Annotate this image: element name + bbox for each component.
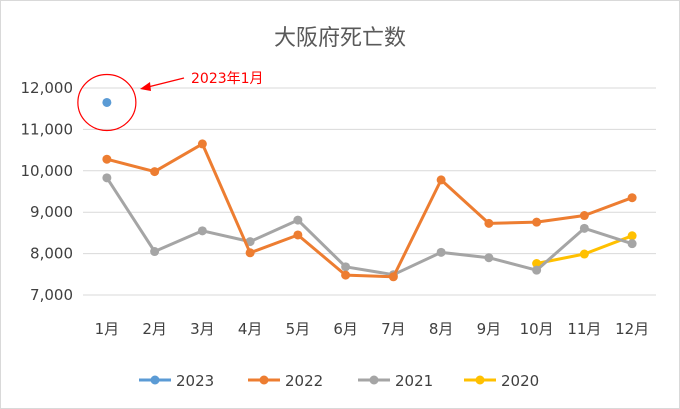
data-point (627, 193, 637, 203)
data-point (436, 247, 446, 257)
y-tick-label: 11,000 (21, 120, 74, 138)
x-tick-label: 10月 (520, 320, 554, 338)
series-2021 (102, 173, 637, 280)
x-tick-label: 3月 (190, 320, 215, 338)
x-tick-label: 5月 (286, 320, 311, 338)
series-group (102, 97, 637, 282)
legend-marker (150, 375, 160, 385)
annotation-arrowhead (140, 82, 151, 91)
legend-marker (369, 375, 379, 385)
x-tick-label: 2月 (142, 320, 167, 338)
chart-title: 大阪府死亡数 (274, 26, 406, 51)
y-tick-label: 12,000 (21, 79, 74, 97)
legend-label: 2023 (176, 372, 214, 390)
x-tick-label: 11月 (567, 320, 601, 338)
x-tick-label: 8月 (429, 320, 454, 338)
legend-marker (475, 375, 485, 385)
legend-marker (259, 375, 269, 385)
legend: 2023 2022 2021 2020 (139, 372, 539, 390)
data-point (102, 154, 112, 164)
data-point (197, 139, 207, 149)
gridlines (83, 87, 656, 296)
data-point (532, 265, 542, 275)
data-point (627, 239, 637, 249)
data-point (150, 167, 160, 177)
annotation-circle (77, 73, 137, 132)
data-point (484, 218, 494, 228)
annotation-arrow-line (147, 77, 185, 88)
legend-item-2023: 2023 (139, 372, 214, 390)
data-point (341, 270, 351, 280)
y-axis-ticks: 7,000 8,000 9,000 10,000 11,000 12,000 (21, 79, 74, 304)
legend-item-2022: 2022 (248, 372, 323, 390)
data-point (532, 217, 542, 227)
annotation: 2023年1月 (77, 71, 264, 132)
data-point (102, 97, 112, 107)
x-tick-label: 9月 (477, 320, 502, 338)
series-line-2022 (105, 142, 634, 279)
x-tick-label: 6月 (333, 320, 358, 338)
data-point (579, 249, 589, 259)
x-tick-label: 12月 (615, 320, 649, 338)
data-point (245, 237, 255, 247)
data-point (388, 272, 398, 282)
series-2020 (532, 231, 637, 269)
series-2022 (102, 139, 637, 282)
legend-item-2020: 2020 (464, 372, 539, 390)
legend-label: 2021 (395, 372, 433, 390)
data-point (197, 226, 207, 236)
annotation-label: 2023年1月 (191, 71, 264, 87)
data-point (532, 259, 542, 269)
y-tick-label: 9,000 (30, 203, 73, 221)
y-tick-label: 10,000 (21, 162, 74, 180)
x-tick-label: 4月 (238, 320, 263, 338)
data-point (150, 247, 160, 257)
data-point (245, 248, 255, 258)
y-tick-label: 8,000 (30, 245, 73, 263)
series-2023 (102, 97, 112, 107)
legend-item-2021: 2021 (358, 372, 433, 390)
data-point (484, 253, 494, 263)
legend-label: 2022 (285, 372, 323, 390)
data-point (293, 230, 303, 240)
x-tick-label: 1月 (95, 320, 120, 338)
data-point (627, 231, 637, 241)
data-point (436, 175, 446, 185)
data-point (102, 173, 112, 183)
legend-label: 2020 (501, 372, 539, 390)
series-line-2021 (105, 176, 634, 277)
x-axis-ticks: 1月 2月 3月 4月 5月 6月 7月 8月 9月 10月 11月 12月 (95, 320, 650, 338)
data-point (341, 262, 351, 272)
data-point (579, 223, 589, 233)
y-tick-label: 7,000 (30, 286, 73, 304)
data-point (579, 211, 589, 221)
x-tick-label: 7月 (381, 320, 406, 338)
data-point (293, 215, 303, 225)
